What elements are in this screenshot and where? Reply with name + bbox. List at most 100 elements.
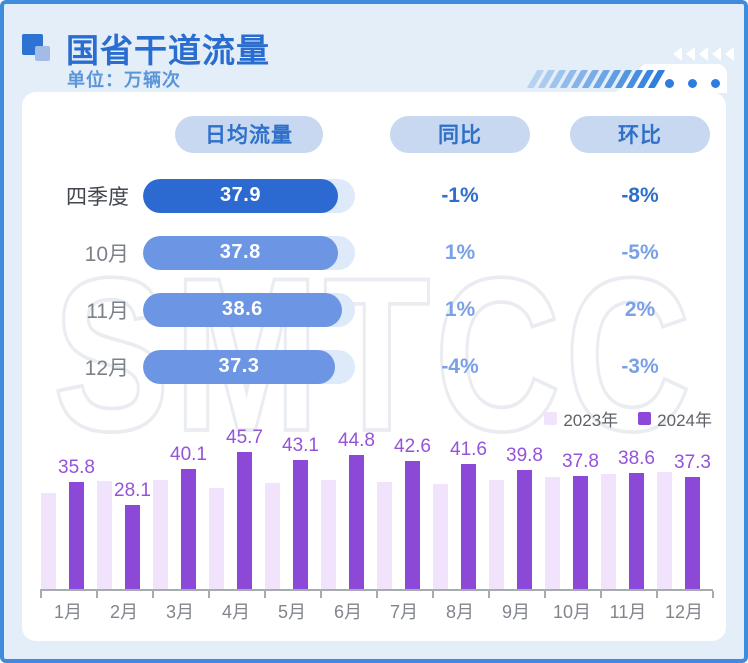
yoy-value: 1% <box>444 240 476 264</box>
bar-value-label: 37.8 <box>562 450 599 472</box>
bar-2024-column: 43.1 <box>282 435 319 589</box>
flow-bar-track: 37.9 <box>143 178 355 213</box>
month-label: 11月 <box>609 602 647 622</box>
x-axis-labels: 1月 2月 3月 4月 5月 6月 7月 8月 9月 10月 11月 12月 <box>40 598 712 624</box>
flow-bar-cell: 37.8 <box>143 235 355 270</box>
dot-icon <box>665 79 674 88</box>
bar-2024-column: 37.3 <box>674 452 711 589</box>
bar-2023 <box>601 474 616 589</box>
bar-2024 <box>68 481 84 589</box>
bar-group: 37.8 <box>544 451 600 589</box>
bar-group: 43.1 <box>264 435 320 589</box>
axis-tick <box>208 591 210 598</box>
col-header-yoy: 同比 <box>390 115 530 153</box>
flow-value: 37.9 <box>220 184 261 206</box>
title-squares-icon <box>22 31 58 63</box>
bar-value-label: 37.3 <box>674 452 711 474</box>
legend-item-2023[interactable]: 2023年 <box>544 406 618 431</box>
dot-icon <box>688 79 697 88</box>
bar-2024-column: 44.8 <box>338 430 375 589</box>
bar-group: 38.6 <box>600 448 656 589</box>
bar-2024 <box>516 469 532 589</box>
table-row: 12月 37.3 -4% -3% <box>22 338 726 395</box>
legend-swatch-2023 <box>544 412 558 425</box>
bar-2024-column: 39.8 <box>506 445 543 589</box>
yoy-value: -1% <box>441 183 479 207</box>
axis-tick <box>320 591 322 598</box>
bar-2024-column: 38.6 <box>618 448 655 589</box>
bar-2024 <box>236 451 252 589</box>
page-title: 国省干道流量 <box>66 32 270 69</box>
bar-2023 <box>321 480 336 589</box>
bar-group: 40.1 <box>152 444 208 589</box>
flow-value: 37.8 <box>219 241 261 263</box>
yoy-value: 1% <box>444 297 476 321</box>
bar-group: 35.8 <box>40 457 96 589</box>
flow-bar: 37.8 <box>143 235 338 270</box>
month-label: 5月 <box>277 602 306 622</box>
col-header-mom: 环比 <box>570 115 710 153</box>
axis-tick <box>544 591 546 598</box>
chevrons-left-icon <box>673 47 734 61</box>
square-light-icon <box>35 46 50 61</box>
chevron-left-icon <box>699 47 708 61</box>
bar-group: 42.6 <box>376 436 432 589</box>
bar-group: 41.6 <box>432 439 488 589</box>
bar-2023 <box>153 480 168 589</box>
legend-label-2024: 2024年 <box>657 411 712 430</box>
month-label: 2月 <box>109 602 138 622</box>
bar-group: 45.7 <box>208 427 264 589</box>
three-dots-decor <box>665 79 720 88</box>
bar-2024-column: 41.6 <box>450 439 487 589</box>
axis-tick <box>96 591 98 598</box>
chevron-left-icon <box>673 47 682 61</box>
bar-2024 <box>460 464 476 589</box>
bar-value-label: 45.7 <box>226 426 263 448</box>
flow-bar-cell: 37.3 <box>143 349 355 384</box>
axis-tick <box>488 591 490 598</box>
chevron-left-icon <box>686 47 695 61</box>
bar-2024 <box>572 475 588 589</box>
month-label: 6月 <box>333 602 362 622</box>
col-header-daily-flow: 日均流量 <box>175 115 323 153</box>
flow-bar: 37.3 <box>143 349 335 384</box>
flow-bar-track: 38.6 <box>143 292 355 327</box>
bar-2024 <box>404 461 420 589</box>
flow-bar: 38.6 <box>143 292 342 327</box>
yoy-value: -4% <box>441 354 479 378</box>
month-label: 4月 <box>221 602 250 622</box>
legend-swatch-2024 <box>638 412 652 425</box>
bar-group: 28.1 <box>96 480 152 589</box>
legend-item-2024[interactable]: 2024年 <box>638 406 712 431</box>
flow-bar-cell: 38.6 <box>143 292 355 327</box>
bar-2024-column: 35.8 <box>58 457 95 589</box>
bar-2023 <box>97 481 112 589</box>
flow-table-rows: 四季度 37.9 -1% -8% 10月 37.8 1% -5% 11月 38.6 1% 2% 12月 3… <box>22 167 726 395</box>
chevron-left-icon <box>725 47 734 61</box>
bar-2024-column: 37.8 <box>562 451 599 589</box>
flow-bar-track: 37.8 <box>143 235 355 270</box>
mom-value: -8% <box>621 183 659 207</box>
month-label: 8月 <box>445 602 474 622</box>
bar-2023 <box>209 488 224 589</box>
axis-tick <box>656 591 658 598</box>
bar-2023 <box>489 479 504 589</box>
table-row: 11月 38.6 1% 2% <box>22 281 726 338</box>
mom-value: 2% <box>624 297 656 321</box>
bar-value-label: 41.6 <box>450 439 487 461</box>
bar-2024-column: 45.7 <box>226 427 263 589</box>
bar-2024 <box>292 459 308 589</box>
flow-bar-cell: 37.9 <box>143 178 355 213</box>
bar-2024 <box>348 454 364 589</box>
row-label: 11月 <box>86 299 129 323</box>
x-axis <box>40 589 714 598</box>
bar-2024 <box>180 468 196 589</box>
mom-value: -3% <box>621 354 659 378</box>
bar-value-label: 28.1 <box>114 479 151 501</box>
bar-group: 44.8 <box>320 430 376 589</box>
bar-2024 <box>124 504 140 589</box>
month-label: 3月 <box>165 602 194 622</box>
month-label: 10月 <box>552 602 592 622</box>
flow-value: 37.3 <box>218 355 260 377</box>
